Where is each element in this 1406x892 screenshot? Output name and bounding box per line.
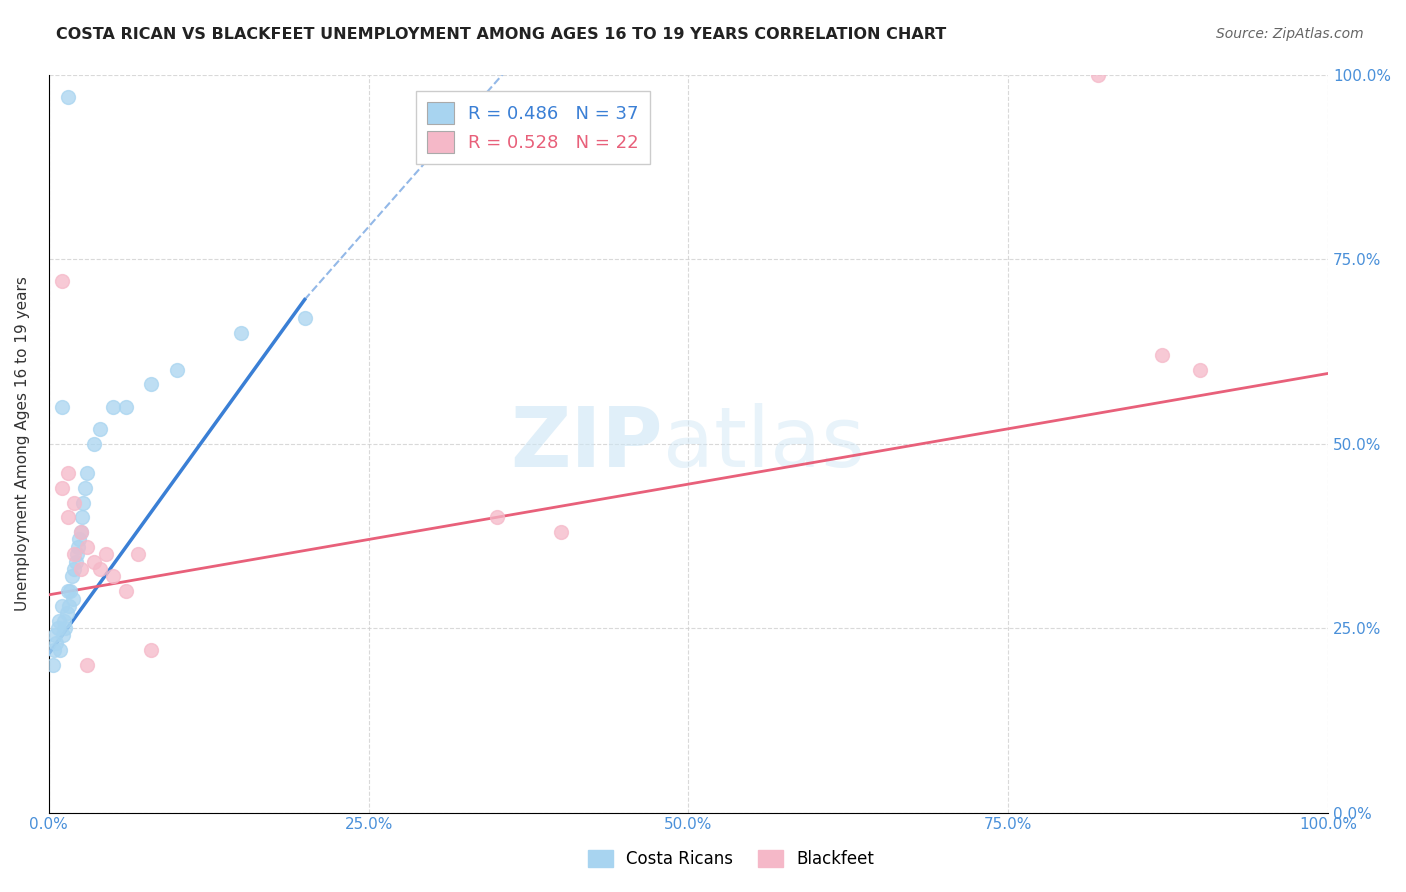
- Point: [46, 621, 69, 635]
- Point: [101, 569, 124, 583]
- Text: atlas: atlas: [662, 403, 865, 484]
- Point: [52, 628, 75, 642]
- Point: [127, 547, 149, 561]
- Point: [69, 562, 91, 576]
- Point: [49, 643, 72, 657]
- Text: ZIP: ZIP: [510, 403, 662, 484]
- Legend: Costa Ricans, Blackfeet: Costa Ricans, Blackfeet: [581, 843, 882, 875]
- Text: COSTA RICAN VS BLACKFEET UNEMPLOYMENT AMONG AGES 16 TO 19 YEARS CORRELATION CHAR: COSTA RICAN VS BLACKFEET UNEMPLOYMENT AM…: [56, 27, 946, 42]
- Point: [65, 555, 87, 569]
- Point: [45, 636, 67, 650]
- Point: [69, 525, 91, 540]
- Point: [83, 555, 105, 569]
- Point: [76, 657, 98, 672]
- Point: [51, 481, 73, 495]
- Point: [63, 495, 86, 509]
- Point: [56, 510, 79, 524]
- Point: [139, 377, 162, 392]
- Point: [51, 400, 73, 414]
- Point: [550, 525, 572, 540]
- Point: [72, 495, 94, 509]
- Point: [59, 584, 82, 599]
- Point: [1150, 348, 1173, 362]
- Point: [1087, 68, 1109, 82]
- Point: [63, 562, 86, 576]
- Point: [62, 591, 84, 606]
- Point: [294, 311, 316, 326]
- Y-axis label: Unemployment Among Ages 16 to 19 years: Unemployment Among Ages 16 to 19 years: [15, 277, 30, 611]
- Point: [51, 274, 73, 288]
- Point: [70, 510, 93, 524]
- Point: [485, 510, 508, 524]
- Point: [53, 614, 76, 628]
- Point: [69, 533, 91, 547]
- Point: [55, 607, 77, 621]
- Point: [42, 643, 65, 657]
- Point: [48, 614, 70, 628]
- Point: [76, 540, 98, 554]
- Point: [114, 400, 136, 414]
- Point: [139, 643, 162, 657]
- Point: [66, 547, 89, 561]
- Point: [96, 547, 118, 561]
- Text: Source: ZipAtlas.com: Source: ZipAtlas.com: [1216, 27, 1364, 41]
- Point: [63, 547, 86, 561]
- Point: [73, 481, 96, 495]
- Point: [101, 400, 124, 414]
- Point: [41, 657, 63, 672]
- Point: [166, 362, 188, 376]
- Point: [89, 562, 111, 576]
- Point: [55, 621, 77, 635]
- Point: [67, 540, 90, 554]
- Point: [69, 525, 91, 540]
- Point: [51, 599, 73, 613]
- Point: [56, 584, 79, 599]
- Point: [56, 89, 79, 103]
- Point: [56, 466, 79, 480]
- Point: [76, 466, 98, 480]
- Point: [83, 436, 105, 450]
- Point: [44, 628, 66, 642]
- Point: [58, 599, 80, 613]
- Point: [1189, 362, 1212, 376]
- Point: [60, 569, 83, 583]
- Point: [229, 326, 252, 340]
- Legend: R = 0.486   N = 37, R = 0.528   N = 22: R = 0.486 N = 37, R = 0.528 N = 22: [416, 91, 650, 164]
- Point: [89, 422, 111, 436]
- Point: [114, 584, 136, 599]
